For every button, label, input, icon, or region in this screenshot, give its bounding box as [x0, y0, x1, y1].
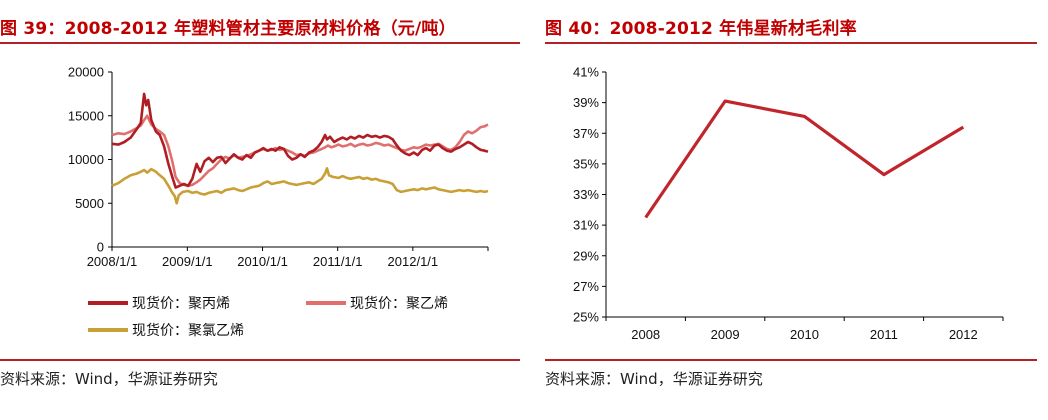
left-figure-panel: 图 39：2008-2012 年塑料管材主要原材料价格（元/吨） 0 5000 10…	[0, 0, 520, 420]
y-tick-label: 35%	[573, 156, 599, 171]
legend-label: 现货价：聚乙烯	[350, 295, 448, 312]
title-rule	[0, 42, 520, 44]
y-tick-label: 15000	[68, 108, 104, 123]
x-tick-label: 2010	[790, 327, 819, 342]
legend-label: 现货价：聚丙烯	[132, 295, 230, 312]
gross-margin-chart: 25% 27% 29% 31% 33% 35% 37% 39% 41% 2008 2009 2010 2…	[573, 65, 1004, 342]
x-tick-label: 2008/1/1	[87, 254, 138, 269]
series-line-pvc	[111, 167, 489, 205]
y-tick-label: 20000	[68, 65, 104, 80]
x-tick-label: 2009	[711, 327, 740, 342]
figure-39-title: 图 39：2008-2012 年塑料管材主要原材料价格（元/吨）	[0, 19, 456, 39]
y-tick-label: 29%	[573, 248, 599, 263]
source-rule	[0, 359, 520, 361]
y-tick-label: 25%	[573, 310, 599, 325]
legend-label: 现货价：聚氯乙烯	[132, 322, 244, 339]
x-tick-label: 2011	[870, 327, 898, 342]
figure-39-source: 资料来源：Wind，华源证券研究	[0, 370, 218, 388]
figure-40-source: 资料来源：Wind，华源证券研究	[545, 370, 763, 388]
x-tick-label: 2011/1/1	[313, 254, 363, 269]
x-tick-label: 2012	[949, 327, 978, 342]
y-tick-label: 33%	[573, 187, 599, 202]
y-tick-label: 41%	[573, 65, 599, 80]
y-tick-label: 10000	[68, 152, 104, 167]
y-tick-label: 5000	[75, 196, 104, 211]
figure-40-title: 图 40：2008-2012 年伟星新材毛利率	[545, 19, 857, 39]
raw-material-price-chart: 0 5000 10000 15000 20000 2008/1/1 2009/1/1 2010…	[68, 65, 489, 339]
x-tick-label: 2008	[631, 327, 660, 342]
y-tick-label: 37%	[573, 126, 599, 141]
y-tick-label: 31%	[573, 218, 599, 233]
right-figure-panel: 图 40：2008-2012 年伟星新材毛利率 25% 27% 29% 31% 33% 3…	[545, 0, 1048, 420]
y-tick-label: 39%	[573, 95, 599, 110]
gross-margin-line	[644, 99, 965, 219]
source-rule	[545, 359, 1037, 361]
x-tick-label: 2009/1/1	[162, 254, 213, 269]
title-rule	[545, 42, 1037, 44]
y-tick-label: 27%	[573, 279, 599, 294]
x-tick-label: 2012/1/1	[388, 254, 439, 269]
y-tick-label: 0	[97, 240, 104, 255]
x-tick-label: 2010/1/1	[237, 254, 288, 269]
series-line-pp	[111, 92, 489, 189]
